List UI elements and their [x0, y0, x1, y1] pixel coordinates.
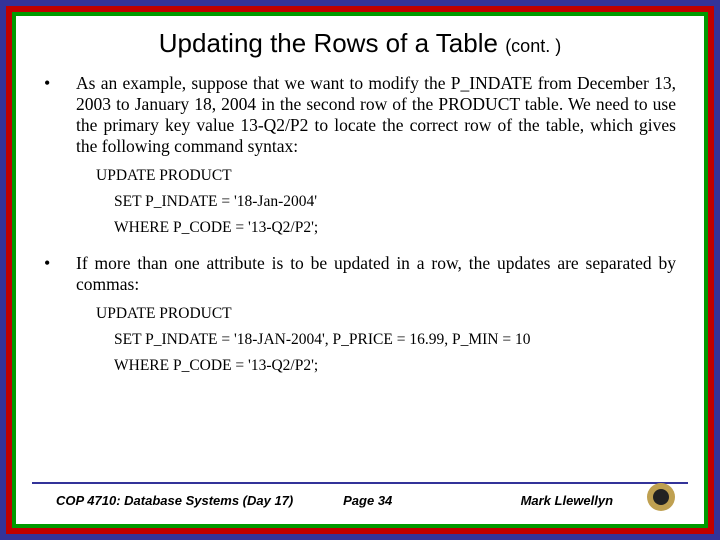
footer-course: COP 4710: Database Systems (Day 17) — [32, 493, 307, 508]
code-line: SET P_INDATE = '18-JAN-2004', P_PRICE = … — [114, 327, 676, 353]
green-frame: Updating the Rows of a Table (cont. ) • … — [12, 12, 708, 528]
code-line: WHERE P_CODE = '13-Q2/P2'; — [114, 353, 676, 379]
code-line: UPDATE PRODUCT — [96, 301, 676, 327]
bullet-text: As an example, suppose that we want to m… — [76, 73, 676, 157]
code-line: SET P_INDATE = '18-Jan-2004' — [114, 189, 676, 215]
footer-page: Page 34 — [307, 493, 510, 508]
red-frame: Updating the Rows of a Table (cont. ) • … — [6, 6, 714, 534]
slide-content: Updating the Rows of a Table (cont. ) • … — [16, 16, 704, 524]
bullet-marker: • — [44, 253, 76, 274]
bullet-text: If more than one attribute is to be upda… — [76, 253, 676, 295]
slide-body: • As an example, suppose that we want to… — [44, 73, 676, 524]
bullet-item: • As an example, suppose that we want to… — [44, 73, 676, 157]
title-cont: (cont. ) — [505, 36, 561, 56]
bullet-item: • If more than one attribute is to be up… — [44, 253, 676, 295]
slide-title: Updating the Rows of a Table (cont. ) — [44, 28, 676, 59]
title-main: Updating the Rows of a Table — [159, 28, 505, 58]
code-block: UPDATE PRODUCT SET P_INDATE = '18-JAN-20… — [96, 301, 676, 379]
ucf-logo-icon — [646, 482, 676, 512]
slide-footer: COP 4710: Database Systems (Day 17) Page… — [32, 482, 688, 516]
bullet-marker: • — [44, 73, 76, 94]
code-line: UPDATE PRODUCT — [96, 163, 676, 189]
code-block: UPDATE PRODUCT SET P_INDATE = '18-Jan-20… — [96, 163, 676, 241]
code-line: WHERE P_CODE = '13-Q2/P2'; — [114, 215, 676, 241]
outer-frame: Updating the Rows of a Table (cont. ) • … — [0, 0, 720, 540]
